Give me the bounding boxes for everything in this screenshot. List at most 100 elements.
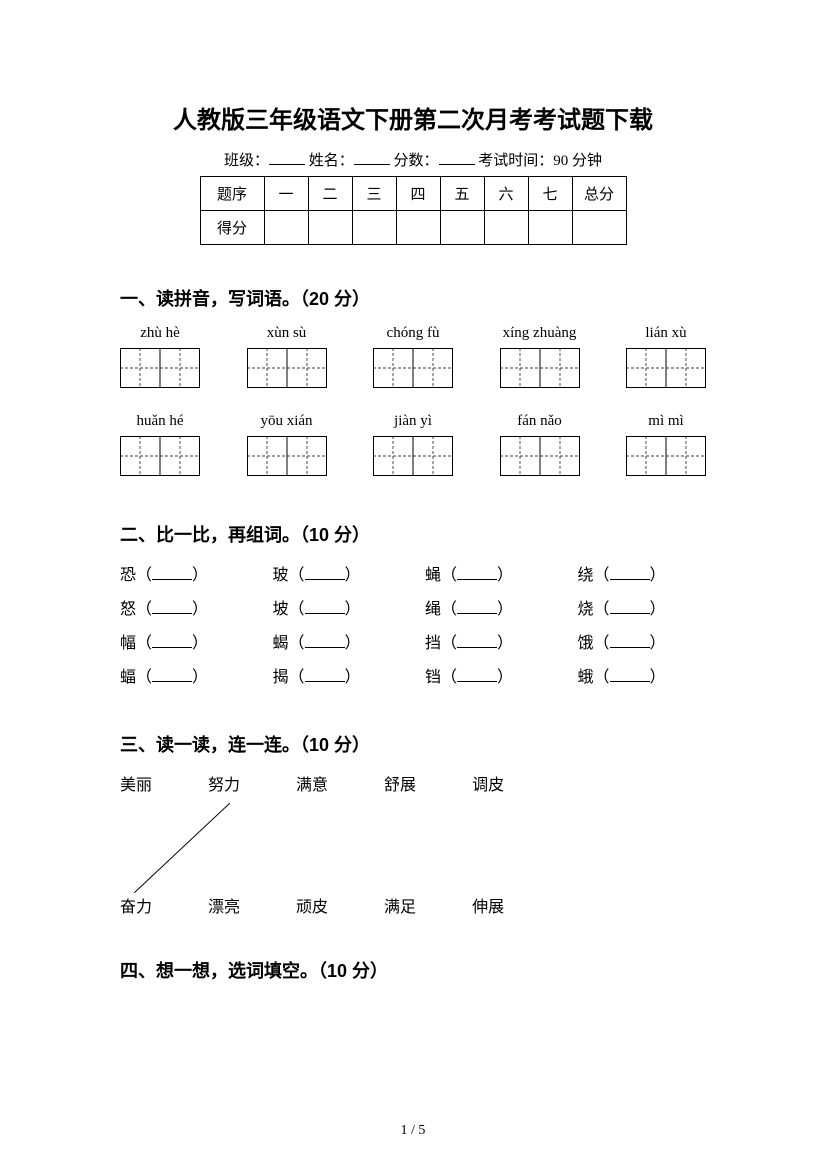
col-2: 二 bbox=[308, 177, 352, 211]
score-cell[interactable] bbox=[396, 211, 440, 245]
score-blank[interactable] bbox=[439, 151, 475, 165]
pinyin-text: xùn sù bbox=[247, 325, 327, 342]
compare-char: 挡 bbox=[425, 635, 441, 652]
pinyin-item: fán nǎo bbox=[500, 413, 580, 481]
char-box[interactable] bbox=[373, 348, 453, 388]
compare-item: 幅（） bbox=[120, 629, 249, 653]
fill-blank[interactable] bbox=[610, 634, 650, 648]
match-word[interactable]: 顽皮 bbox=[296, 893, 328, 917]
compare-char: 幅 bbox=[120, 635, 136, 652]
match-word[interactable]: 满意 bbox=[296, 771, 328, 795]
pinyin-text: zhù hè bbox=[120, 325, 200, 342]
fill-blank[interactable] bbox=[152, 668, 192, 682]
section2-heading: 二、比一比，再组词。（10 分） bbox=[120, 521, 706, 547]
score-cell[interactable] bbox=[352, 211, 396, 245]
match-word[interactable]: 伸展 bbox=[472, 893, 504, 917]
char-box[interactable] bbox=[500, 348, 580, 388]
pinyin-text: xíng zhuàng bbox=[500, 325, 580, 342]
compare-item: 饿（） bbox=[578, 629, 707, 653]
fill-blank[interactable] bbox=[152, 566, 192, 580]
match-word[interactable]: 调皮 bbox=[472, 771, 504, 795]
match-gap bbox=[120, 803, 706, 893]
compare-char: 饿 bbox=[578, 635, 594, 652]
match-bottom-row: 奋力 漂亮 顽皮 满足 伸展 bbox=[120, 893, 706, 917]
compare-char: 绕 bbox=[578, 567, 594, 584]
fill-blank[interactable] bbox=[610, 566, 650, 580]
table-row: 得分 bbox=[200, 211, 626, 245]
score-cell[interactable] bbox=[308, 211, 352, 245]
col-3: 三 bbox=[352, 177, 396, 211]
fill-blank[interactable] bbox=[305, 668, 345, 682]
table-row: 题序 一 二 三 四 五 六 七 总分 bbox=[200, 177, 626, 211]
col-1: 一 bbox=[264, 177, 308, 211]
match-line bbox=[134, 803, 230, 893]
char-box[interactable] bbox=[247, 436, 327, 476]
match-word[interactable]: 奋力 bbox=[120, 893, 152, 917]
pinyin-item: yōu xián bbox=[247, 413, 327, 481]
compare-item: 坡（） bbox=[273, 595, 402, 619]
score-cell[interactable] bbox=[572, 211, 626, 245]
name-label: 姓名： bbox=[309, 153, 354, 169]
pinyin-item: chóng fù bbox=[373, 325, 453, 393]
char-box[interactable] bbox=[120, 436, 200, 476]
match-word[interactable]: 努力 bbox=[208, 771, 240, 795]
char-box[interactable] bbox=[120, 348, 200, 388]
pinyin-item: huǎn hé bbox=[120, 413, 200, 481]
score-table: 题序 一 二 三 四 五 六 七 总分 得分 bbox=[200, 176, 627, 245]
fill-blank[interactable] bbox=[610, 668, 650, 682]
pinyin-text: huǎn hé bbox=[120, 413, 200, 430]
col-4: 四 bbox=[396, 177, 440, 211]
char-box[interactable] bbox=[500, 436, 580, 476]
compare-item: 蝇（） bbox=[425, 561, 554, 585]
fill-blank[interactable] bbox=[152, 634, 192, 648]
match-word[interactable]: 满足 bbox=[384, 893, 416, 917]
fill-blank[interactable] bbox=[305, 600, 345, 614]
score-cell[interactable] bbox=[264, 211, 308, 245]
fill-blank[interactable] bbox=[457, 600, 497, 614]
char-box[interactable] bbox=[626, 436, 706, 476]
match-word[interactable]: 美丽 bbox=[120, 771, 152, 795]
match-word[interactable]: 舒展 bbox=[384, 771, 416, 795]
section4-heading: 四、想一想，选词填空。（10 分） bbox=[120, 957, 706, 983]
compare-item: 铛（） bbox=[425, 663, 554, 687]
pinyin-text: mì mì bbox=[626, 413, 706, 430]
match-word[interactable]: 漂亮 bbox=[208, 893, 240, 917]
pinyin-text: yōu xián bbox=[247, 413, 327, 430]
compare-item: 烧（） bbox=[578, 595, 707, 619]
fill-blank[interactable] bbox=[610, 600, 650, 614]
score-cell[interactable] bbox=[528, 211, 572, 245]
fill-blank[interactable] bbox=[457, 668, 497, 682]
compare-char: 蝎 bbox=[273, 635, 289, 652]
col-total: 总分 bbox=[572, 177, 626, 211]
compare-item: 揭（） bbox=[273, 663, 402, 687]
name-blank[interactable] bbox=[354, 151, 390, 165]
score-cell[interactable] bbox=[440, 211, 484, 245]
fill-blank[interactable] bbox=[152, 600, 192, 614]
page-title: 人教版三年级语文下册第二次月考考试题下载 bbox=[120, 100, 706, 135]
compare-char: 蝇 bbox=[425, 567, 441, 584]
fill-blank[interactable] bbox=[305, 566, 345, 580]
pinyin-item: xùn sù bbox=[247, 325, 327, 393]
pinyin-text: jiàn yì bbox=[373, 413, 453, 430]
compare-item: 绳（） bbox=[425, 595, 554, 619]
row2-label: 得分 bbox=[200, 211, 264, 245]
compare-item: 怒（） bbox=[120, 595, 249, 619]
char-box[interactable] bbox=[247, 348, 327, 388]
compare-char: 蝠 bbox=[120, 669, 136, 686]
compare-item: 蝠（） bbox=[120, 663, 249, 687]
compare-item: 蛾（） bbox=[578, 663, 707, 687]
score-cell[interactable] bbox=[484, 211, 528, 245]
compare-item: 恐（） bbox=[120, 561, 249, 585]
compare-item: 挡（） bbox=[425, 629, 554, 653]
fill-blank[interactable] bbox=[457, 566, 497, 580]
class-blank[interactable] bbox=[269, 151, 305, 165]
pinyin-row-2: huǎn hé yōu xián jiàn yì fán nǎo mì mì bbox=[120, 413, 706, 481]
compare-grid: 恐（）玻（）蝇（）绕（）怒（）坡（）绳（）烧（）幅（）蝎（）挡（）饿（）蝠（）揭… bbox=[120, 561, 706, 687]
char-box[interactable] bbox=[626, 348, 706, 388]
compare-item: 蝎（） bbox=[273, 629, 402, 653]
class-label: 班级： bbox=[224, 153, 269, 169]
fill-blank[interactable] bbox=[305, 634, 345, 648]
fill-blank[interactable] bbox=[457, 634, 497, 648]
page-number: 1 / 5 bbox=[0, 1123, 826, 1139]
char-box[interactable] bbox=[373, 436, 453, 476]
